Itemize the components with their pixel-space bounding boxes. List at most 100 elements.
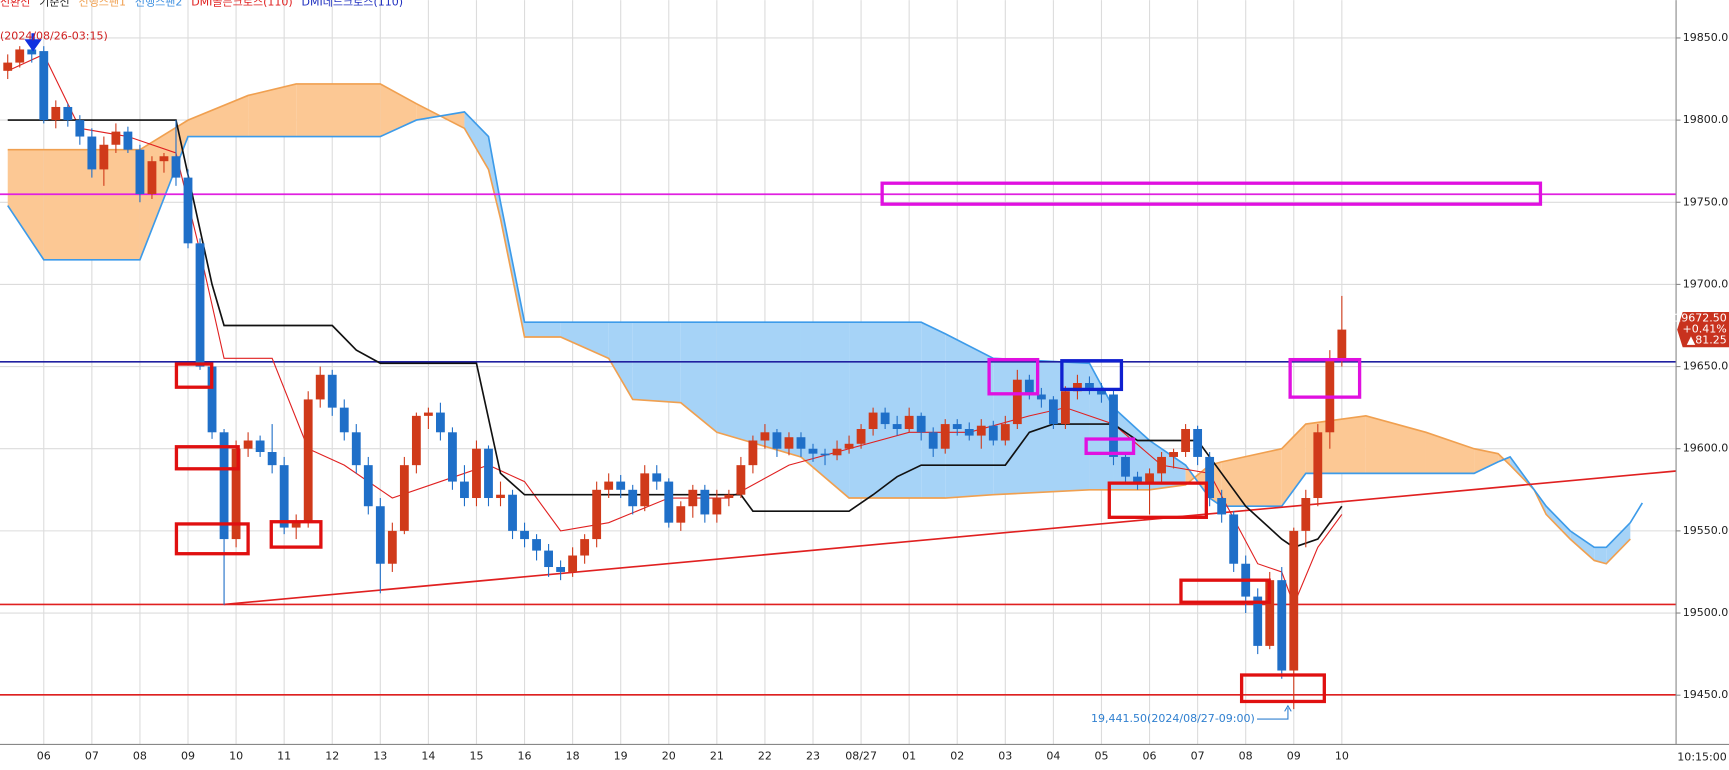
candle-body: [219, 432, 229, 540]
candle-body: [1060, 391, 1070, 425]
candle-body: [255, 440, 265, 453]
x-tick-label: 03: [998, 750, 1012, 763]
candle-body: [520, 530, 529, 540]
candle-body: [640, 473, 650, 507]
cloud-fill: [188, 95, 249, 137]
candle-body: [123, 131, 133, 150]
cloud-fill: [7, 149, 44, 260]
drawn-boxes: [174, 181, 1543, 704]
candle-body: [736, 465, 746, 495]
candle-body: [75, 120, 85, 137]
candle-body: [964, 429, 974, 436]
candle-body: [904, 415, 914, 430]
candle-body: [387, 530, 397, 564]
box: [174, 445, 240, 471]
legend-entry: 선행스팬1: [78, 0, 126, 8]
candle-body: [183, 177, 193, 244]
candle-body: [952, 424, 962, 430]
candle-body: [51, 106, 61, 121]
candle-body: [688, 489, 698, 507]
y-tick-label: 19800.00: [1683, 113, 1729, 126]
candle-body: [1289, 530, 1299, 671]
x-tick-label: 12: [325, 750, 339, 763]
candle-body: [1169, 452, 1178, 457]
candle-body: [195, 243, 205, 367]
x-tick-label: 09: [181, 750, 195, 763]
x-tick-label: 06: [1143, 750, 1157, 763]
candle-body: [399, 465, 409, 531]
x-tick-label: 23: [806, 750, 820, 763]
box: [269, 520, 323, 549]
candle-body: [1109, 394, 1118, 457]
x-tick-label: 10: [229, 750, 243, 763]
signal-arrow: [24, 33, 42, 52]
candle-body: [159, 156, 169, 162]
y-tick-label: 19600.00: [1683, 442, 1729, 455]
candle-body: [1229, 514, 1239, 564]
box: [1084, 437, 1136, 456]
candle-body: [856, 429, 866, 444]
candle-body: [303, 399, 313, 523]
x-tick-label: 19: [614, 750, 628, 763]
price-tag-text: ▲81.25: [1687, 334, 1727, 347]
candle-body: [375, 506, 385, 564]
y-tick-label: 19500.00: [1683, 606, 1729, 619]
candle-body: [460, 481, 469, 499]
time-label: 10:15:00: [1677, 751, 1726, 764]
box: [1239, 673, 1326, 704]
box: [174, 522, 250, 556]
candle-body: [556, 567, 566, 572]
candle-body: [1313, 432, 1323, 499]
candle-body: [484, 448, 493, 499]
y-tick-label: 19450.00: [1683, 688, 1729, 701]
candle-body: [1265, 580, 1275, 646]
x-tick-label: 09: [1287, 750, 1301, 763]
candle-body: [1036, 394, 1046, 400]
cloud-fill: [1570, 530, 1595, 561]
candle-body: [63, 106, 73, 121]
box: [1179, 578, 1271, 604]
candle-body: [1145, 473, 1154, 482]
trend-line: [223, 470, 1677, 606]
candle-body: [327, 374, 337, 408]
low-pointer: [1257, 704, 1292, 720]
cloud-fill: [1594, 547, 1607, 564]
candle-body: [1337, 329, 1347, 359]
candle-body: [748, 440, 758, 466]
candle-body: [544, 550, 553, 568]
candle-body: [111, 131, 121, 145]
candle-body: [1024, 379, 1034, 395]
candle-body: [1097, 387, 1106, 395]
x-tick-label: 21: [710, 750, 724, 763]
candle-body: [796, 437, 806, 449]
candle-body: [988, 425, 998, 441]
cloud-fill: [248, 83, 297, 137]
candle-body: [724, 494, 734, 499]
legend-entry: 선행스팬2: [135, 0, 183, 8]
candle-body: [3, 62, 13, 71]
candle-body: [99, 144, 109, 170]
cloud-fill: [1606, 522, 1631, 564]
indicator-line: [7, 119, 1343, 549]
cloud-fill: [524, 322, 561, 337]
candle-body: [39, 51, 49, 121]
cloud-fill: [680, 322, 717, 433]
x-tick-label: 01: [902, 750, 916, 763]
candle-body: [916, 415, 926, 433]
candle-body: [1048, 399, 1058, 425]
cloud-fill: [1365, 415, 1426, 474]
x-tick-label: 14: [421, 750, 435, 763]
candle-body: [508, 494, 517, 531]
candle-body: [532, 539, 541, 551]
candle-body: [87, 136, 97, 170]
candle-body: [976, 425, 986, 436]
candle-body: [616, 481, 626, 490]
candle-body: [868, 412, 878, 430]
candle-body: [880, 412, 890, 425]
y-tick-label: 19750.00: [1683, 195, 1729, 208]
candle-body: [1012, 379, 1022, 425]
candle-body: [592, 489, 602, 540]
candle-body: [243, 440, 253, 449]
x-tick-label: 02: [950, 750, 964, 763]
drawn-lines: [0, 193, 1677, 696]
